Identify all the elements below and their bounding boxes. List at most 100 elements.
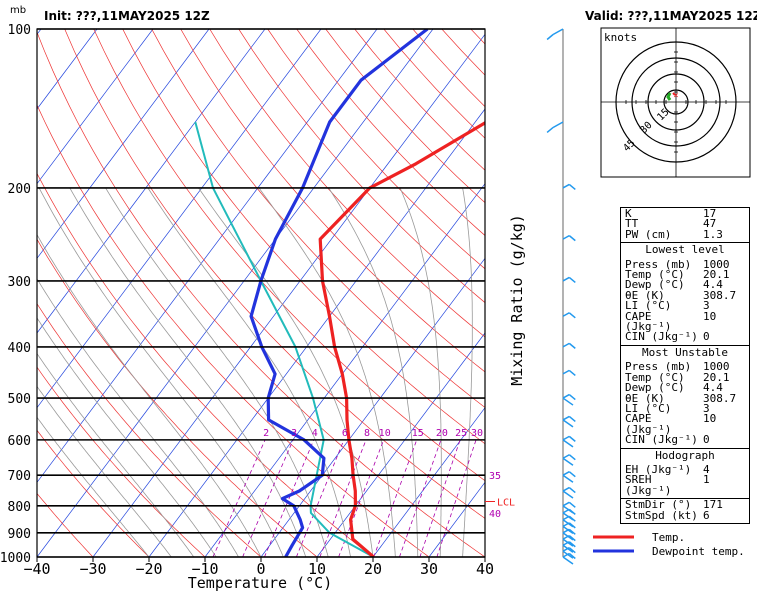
- wind-barb: [562, 501, 570, 507]
- index-label: StmDir (°): [625, 498, 692, 512]
- wind-barb-flag: [568, 342, 576, 349]
- wind-barb: [562, 276, 570, 282]
- dry-adiabat-line: [37, 104, 430, 557]
- index-value: 47: [703, 217, 717, 231]
- wind-barb: [562, 522, 570, 528]
- x-tick-label: 0: [256, 560, 265, 578]
- index-label: TT: [625, 217, 639, 231]
- index-label: θE (K): [625, 288, 665, 302]
- dry-adiabat-line: [37, 172, 374, 557]
- wind-barb: [562, 515, 570, 521]
- index-label: K: [625, 207, 632, 220]
- index-label: CAPE (Jkg⁻¹): [625, 412, 672, 436]
- index-label: Press (mb): [625, 360, 692, 374]
- index-label: EH (Jkg⁻¹): [625, 462, 692, 476]
- index-value: 20.1: [703, 268, 730, 282]
- x-tick-label: −30: [79, 560, 106, 578]
- wind-barb-flag: [568, 515, 576, 522]
- pressure-tick-label: 200: [8, 182, 31, 197]
- legend-dewp: Dewpoint temp.: [652, 545, 745, 558]
- pressure-tick-label: 800: [8, 500, 31, 515]
- index-label: LI (°C): [625, 299, 672, 313]
- wind-barb: [562, 454, 570, 459]
- index-label: SREH (Jkg⁻¹): [625, 473, 672, 497]
- index-value: 0: [703, 433, 710, 447]
- index-value: 4.4: [703, 381, 723, 395]
- wind-barb-flag: [568, 528, 576, 535]
- unit-label: mb: [10, 5, 26, 16]
- wind-barb-flag: [568, 508, 576, 515]
- index-value: 1.3: [703, 227, 723, 241]
- wind-barb: [562, 508, 570, 514]
- section-title: Most Unstable: [641, 345, 729, 359]
- index-row: Temp (°C) 20.1: [625, 371, 745, 383]
- lcl-label: LCL: [497, 497, 515, 508]
- wind-barb-flag: [568, 312, 576, 319]
- wind-barb: [562, 486, 570, 492]
- moist-adiabat-line: [69, 187, 307, 557]
- index-row: SREH (Jkg⁻¹) 1: [625, 473, 745, 497]
- pressure-tick-label: 300: [8, 275, 31, 290]
- wind-barb: [562, 528, 570, 534]
- wind-barb: [562, 534, 570, 540]
- isotherm-line: [37, 29, 378, 483]
- isotherm-line: [37, 29, 154, 185]
- right-axis-label: 35: [489, 471, 501, 482]
- section-title: Lowest level: [645, 243, 725, 257]
- index-label: LI (°C): [625, 401, 672, 415]
- hodograph-trace: [666, 92, 672, 101]
- mixing-ratio-label: 8: [364, 428, 370, 439]
- pressure-tick-label: 500: [8, 392, 31, 407]
- wind-barbs: [546, 28, 576, 565]
- mixing-ratio-label: 4: [312, 428, 318, 439]
- wind-barb-feather: [562, 439, 574, 448]
- wind-barb-feather: [562, 490, 574, 499]
- dry-adiabat-line: [37, 238, 318, 557]
- temperature-profile: [318, 121, 485, 557]
- wind-barb-flag: [546, 126, 554, 134]
- index-row: StmDir (°) 171: [625, 498, 745, 512]
- dry-adiabat-line: [209, 29, 485, 338]
- index-row: LI (°C) 3: [625, 401, 745, 415]
- x-tick-label: −10: [191, 560, 218, 578]
- dry-adiabat-line: [238, 29, 485, 304]
- index-row: EH (Jkg⁻¹) 4: [625, 462, 745, 476]
- index-row: Press (mb) 1000: [625, 360, 745, 374]
- index-value: 4.4: [703, 278, 723, 292]
- indices-table: K 17 TT 47 PW (cm) 1.3 Lowest level Press (mb) 1…: [620, 207, 750, 524]
- dry-adiabat-line: [151, 29, 485, 408]
- index-row: θE (K) 308.7: [625, 392, 745, 404]
- wind-barb-flag: [568, 522, 576, 529]
- index-value: 3: [703, 299, 710, 313]
- dry-adiabat-line: [37, 303, 262, 557]
- mixing-ratio-label: 20: [436, 428, 448, 439]
- table-separator: [621, 344, 749, 346]
- wind-barb-flag: [568, 276, 576, 283]
- valid-time: Valid: ???,11MAY2025 12Z: [585, 9, 757, 23]
- pressure-tick-label: 700: [8, 469, 31, 484]
- index-value: 6: [703, 508, 710, 522]
- wind-barb-flag: [568, 435, 576, 442]
- index-row: LI (°C) 3: [625, 299, 745, 313]
- wind-barb-flag: [568, 235, 576, 242]
- mixing-ratio-line: [264, 439, 315, 557]
- mixing-ratio-line: [242, 439, 294, 557]
- mixing-ratio-line: [212, 439, 266, 557]
- index-value: 4: [703, 462, 710, 476]
- x-tick-label: 10: [308, 560, 326, 578]
- wind-barb: [562, 415, 570, 421]
- wind-barb-feather: [562, 556, 574, 565]
- isotherm-line: [37, 29, 322, 409]
- wind-barb: [552, 28, 564, 36]
- moist-adiabat-line: [37, 317, 217, 557]
- wind-barb: [552, 121, 564, 129]
- right-axis-label: 40: [489, 509, 501, 520]
- mixing-ratio-label: 30: [471, 428, 483, 439]
- index-value: 0: [703, 330, 710, 344]
- index-label: Press (mb): [625, 257, 692, 271]
- wind-barb-flag: [568, 547, 576, 554]
- wind-barb-feather: [562, 419, 574, 428]
- isotherm-line: [37, 29, 210, 259]
- dry-adiabat-line: [93, 29, 485, 482]
- dry-adiabat-line: [37, 31, 485, 557]
